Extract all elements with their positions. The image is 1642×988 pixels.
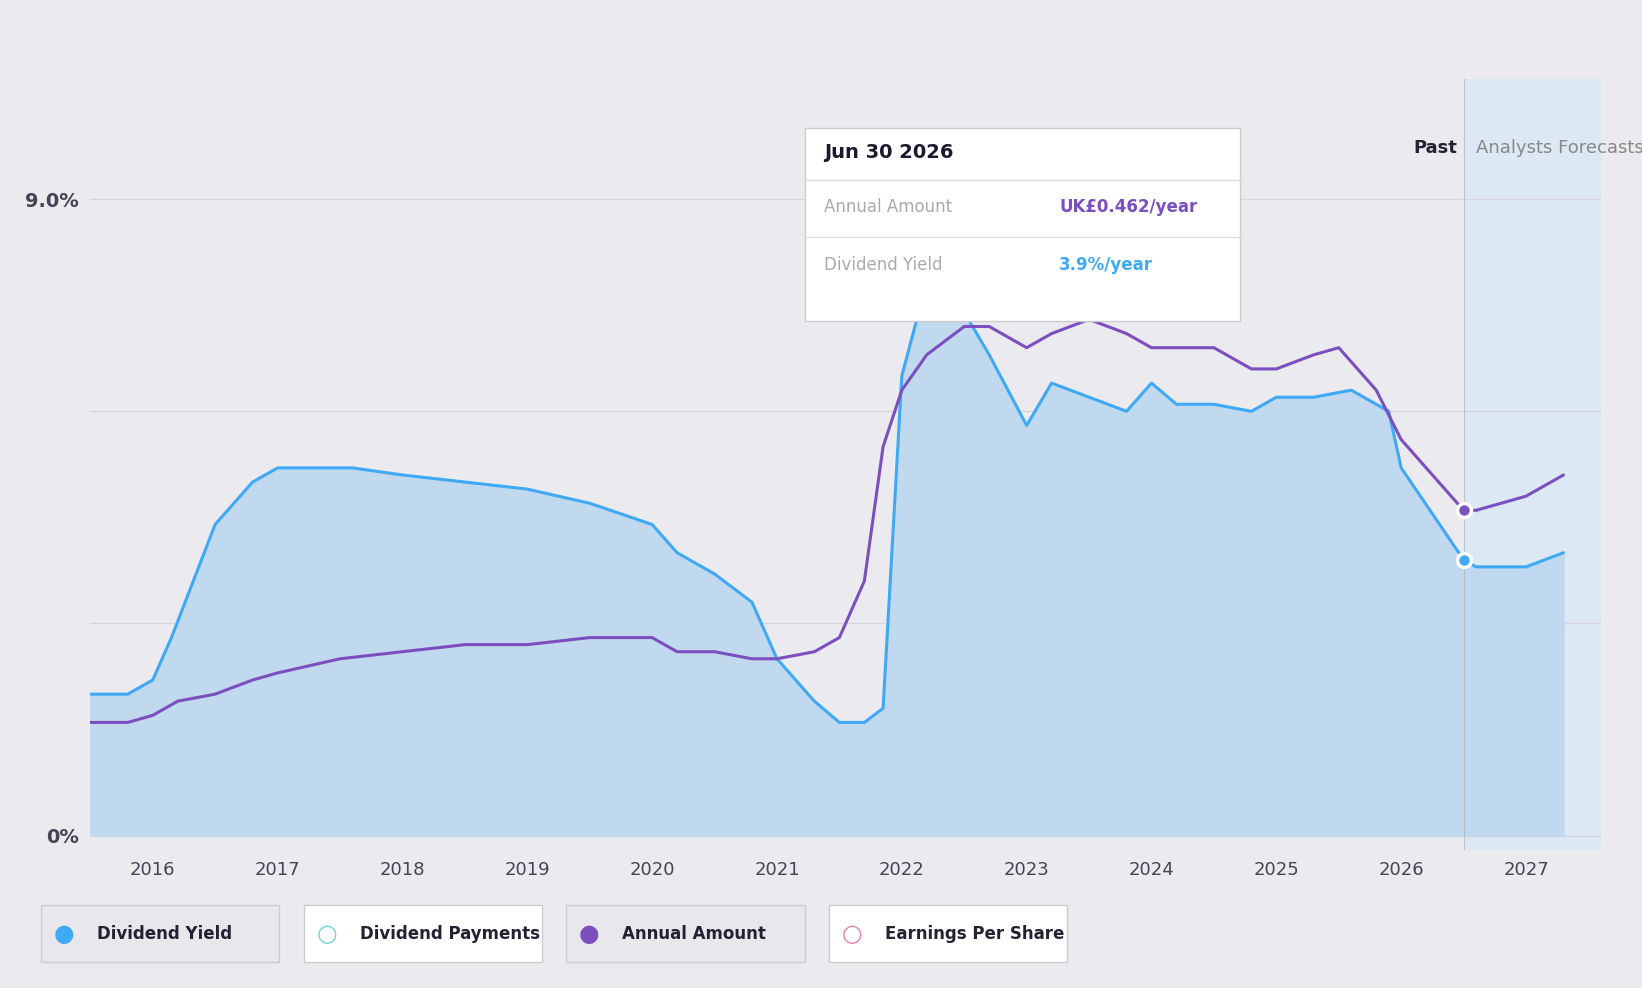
Text: Dividend Yield: Dividend Yield — [97, 925, 232, 943]
Bar — [1463, 79, 1601, 850]
Text: UK£0.462/year: UK£0.462/year — [1059, 199, 1197, 216]
Text: 3.9%/year: 3.9%/year — [1059, 256, 1153, 274]
Text: Annual Amount: Annual Amount — [622, 925, 767, 943]
Text: Annual Amount: Annual Amount — [824, 199, 952, 216]
Text: ●: ● — [580, 922, 599, 946]
Text: ○: ○ — [842, 922, 862, 946]
Text: ●: ● — [54, 922, 74, 946]
Text: Jun 30 2026: Jun 30 2026 — [824, 143, 954, 162]
Text: Earnings Per Share: Earnings Per Share — [885, 925, 1064, 943]
Text: Dividend Payments: Dividend Payments — [360, 925, 540, 943]
Text: Past: Past — [1414, 139, 1458, 157]
Text: Dividend Yield: Dividend Yield — [824, 256, 943, 274]
Text: Analysts Forecasts: Analysts Forecasts — [1476, 139, 1642, 157]
Text: ○: ○ — [317, 922, 337, 946]
